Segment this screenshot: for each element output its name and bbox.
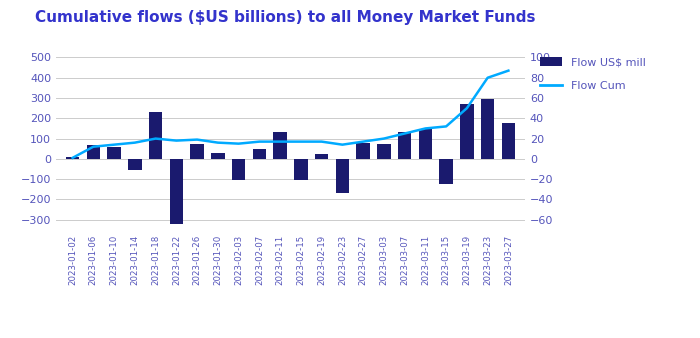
- Bar: [107, 147, 121, 159]
- Bar: [211, 153, 225, 159]
- Bar: [481, 99, 494, 159]
- Bar: [419, 129, 432, 159]
- Bar: [169, 159, 183, 224]
- Text: Cumulative flows ($US billions) to all Money Market Funds: Cumulative flows ($US billions) to all M…: [35, 10, 536, 25]
- Bar: [502, 123, 515, 159]
- Bar: [274, 132, 287, 159]
- Bar: [315, 154, 328, 159]
- Bar: [66, 157, 79, 159]
- Bar: [232, 159, 246, 180]
- Bar: [377, 144, 391, 159]
- Bar: [128, 159, 141, 170]
- Bar: [253, 149, 266, 159]
- Bar: [149, 112, 162, 159]
- Bar: [398, 132, 412, 159]
- Bar: [440, 159, 453, 184]
- Bar: [460, 104, 474, 159]
- Bar: [87, 145, 100, 159]
- Bar: [294, 159, 307, 180]
- Bar: [335, 159, 349, 193]
- Bar: [356, 143, 370, 159]
- Legend: Flow US$ mill, Flow Cum: Flow US$ mill, Flow Cum: [540, 56, 646, 91]
- Bar: [190, 144, 204, 159]
